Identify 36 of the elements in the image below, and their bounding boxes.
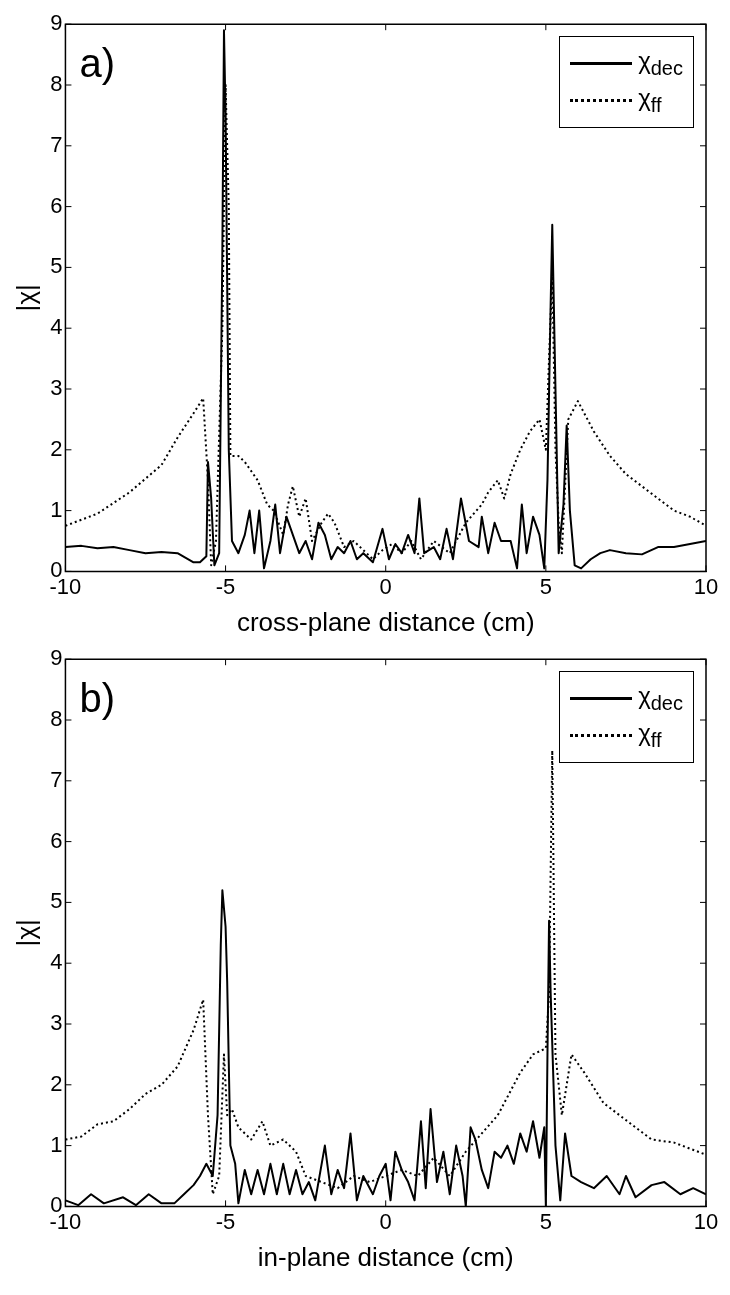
y-tick-label: 6 [50,827,63,853]
y-tick-label: 4 [50,949,63,975]
y-axis-title: |χ| [10,284,41,312]
y-tick-label: 6 [50,192,63,218]
y-tick-label: 3 [50,375,63,401]
x-tick-label: 0 [379,573,392,599]
annotation: b) [79,676,116,721]
x-tick-label: 10 [693,1208,719,1234]
y-tick-label: 9 [50,10,63,36]
x-tick-label: -5 [215,1208,236,1234]
x-tick-label: 5 [539,573,552,599]
x-tick-label: 5 [539,1208,552,1234]
y-tick-label: 7 [50,766,63,792]
y-tick-label: 4 [50,314,63,340]
y-tick-label: 2 [50,1070,63,1096]
x-axis-title: in-plane distance (cm) [257,1241,514,1272]
y-tick-label: 8 [50,71,63,97]
x-tick-label: 10 [693,573,719,599]
y-tick-label: 8 [50,706,63,732]
y-tick-label: 1 [50,496,63,522]
legend-label: χ$_{dec}$ [638,47,683,80]
y-tick-label: 5 [50,888,63,914]
y-tick-label: 3 [50,1010,63,1036]
y-tick-label: 2 [50,435,63,461]
y-tick-label: 7 [50,131,63,157]
x-tick-label: -5 [215,573,236,599]
annotation: a) [79,41,116,86]
legend-label: χ$_{ff}$ [638,718,662,752]
y-tick-label: 1 [50,1131,63,1157]
legend-label: χ$_{dec}$ [638,682,683,715]
y-axis-title: |χ| [10,919,41,947]
y-tick-label: 9 [50,645,63,671]
y-tick-label: 5 [50,253,63,279]
x-tick-label: 0 [379,1208,392,1234]
x-axis-title: cross-plane distance (cm) [236,606,535,637]
legend-label: χ$_{ff}$ [638,83,662,117]
